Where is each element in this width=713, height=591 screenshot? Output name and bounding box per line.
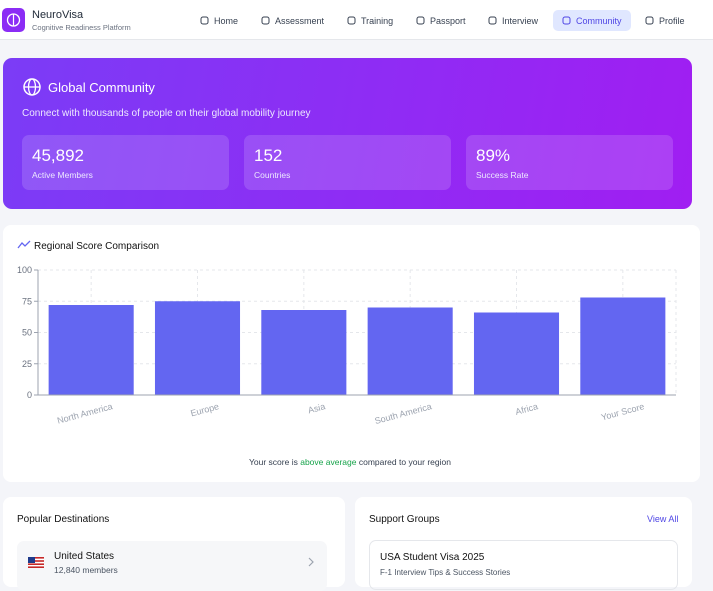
stat-value: 89% — [476, 146, 511, 165]
chart-card: Regional Score Comparison Your score is … — [3, 225, 700, 482]
y-tick-label: 25 — [22, 359, 32, 369]
nav-label: Profile — [659, 15, 685, 26]
flag — [28, 557, 44, 568]
bar — [154, 301, 241, 395]
groups-card: Support Groups View All USA Student Visa… — [355, 497, 692, 590]
nav-item[interactable]: Profile — [636, 10, 694, 31]
nav-icon — [347, 16, 356, 25]
y-tick-label: 0 — [27, 390, 32, 400]
destination-item[interactable]: United States 12,840 members — [17, 541, 327, 591]
bar — [473, 312, 560, 395]
y-tick-label: 75 — [22, 296, 32, 306]
nav-icon — [416, 16, 425, 25]
brand: NeuroVisa — [32, 9, 84, 21]
group-name: USA Student Visa 2025 — [380, 552, 485, 563]
stat-label: Countries — [254, 170, 291, 180]
stat-card: 152 Countries — [244, 135, 451, 190]
stat-value: 152 — [254, 146, 283, 165]
view-all[interactable]: View All — [647, 514, 679, 524]
nav-item[interactable]: Training — [338, 10, 402, 31]
logo — [2, 8, 25, 32]
nav-label: Passport — [430, 15, 466, 26]
nav-icon — [200, 16, 209, 25]
hero-card: Global Community Connect with thousands … — [3, 58, 692, 209]
hero-subtitle: Connect with thousands of people on thei… — [22, 108, 311, 119]
destination-members: 12,840 members — [54, 565, 118, 575]
nav-item[interactable]: Community — [553, 10, 631, 31]
nav-item[interactable]: Interview — [479, 10, 547, 31]
x-tick-label: Europe — [189, 401, 220, 418]
chevron — [308, 557, 314, 567]
group-item[interactable]: USA Student Visa 2025 F-1 Interview Tips… — [369, 540, 678, 590]
nav-label: Interview — [502, 15, 539, 26]
x-tick-label: North America — [56, 401, 114, 425]
stat-value: 45,892 — [32, 146, 84, 165]
caption-text: Your score is — [249, 457, 298, 467]
top-nav: NeuroVisa Cognitive Readiness Platform H… — [0, 0, 713, 40]
nav-icon — [488, 16, 497, 25]
tagline: Cognitive Readiness Platform — [32, 23, 131, 32]
logo-icon — [6, 13, 21, 27]
nav-item[interactable]: Assessment — [252, 10, 333, 31]
nav-label: Home — [214, 15, 239, 26]
caption-highlight: above average — [300, 457, 357, 467]
bar — [580, 297, 666, 395]
caption-text: compared to your region — [359, 457, 451, 467]
bar — [261, 310, 347, 395]
x-tick-label: Asia — [307, 401, 327, 415]
stat-card: 45,892 Active Members — [22, 135, 229, 190]
nav-item[interactable]: Passport — [407, 10, 475, 31]
nav-label: Training — [361, 15, 394, 26]
bar — [48, 305, 134, 395]
x-tick-label: Your Score — [600, 401, 645, 422]
nav-icon — [562, 16, 571, 25]
y-tick-label: 50 — [22, 328, 32, 338]
chart: Regional Score Comparison Your score is … — [17, 240, 677, 467]
destination-name: United States — [54, 551, 115, 562]
nav-icon — [261, 16, 270, 25]
nav-label: Assessment — [275, 15, 325, 26]
chart-title: Regional Score Comparison — [34, 241, 159, 252]
section-title: Support Groups — [369, 514, 440, 525]
trend-icon — [17, 240, 31, 249]
stat-label: Success Rate — [476, 170, 529, 180]
bar — [367, 307, 453, 395]
y-tick-label: 100 — [17, 265, 32, 275]
stat-card: 89% Success Rate — [466, 135, 673, 190]
section-title: Popular Destinations — [17, 514, 110, 525]
globe-icon — [23, 78, 41, 96]
stat-label: Active Members — [32, 170, 93, 180]
nav-item[interactable]: Home — [191, 10, 247, 31]
chart-caption: Your score is above average compared to … — [249, 457, 451, 467]
destinations-card: Popular Destinations United States 12,84… — [3, 497, 345, 591]
x-tick-label: South America — [374, 401, 433, 426]
nav-icon — [645, 16, 654, 25]
nav-label: Community — [576, 15, 622, 26]
x-tick-label: Africa — [514, 401, 539, 417]
hero-title: Global Community — [48, 80, 155, 95]
